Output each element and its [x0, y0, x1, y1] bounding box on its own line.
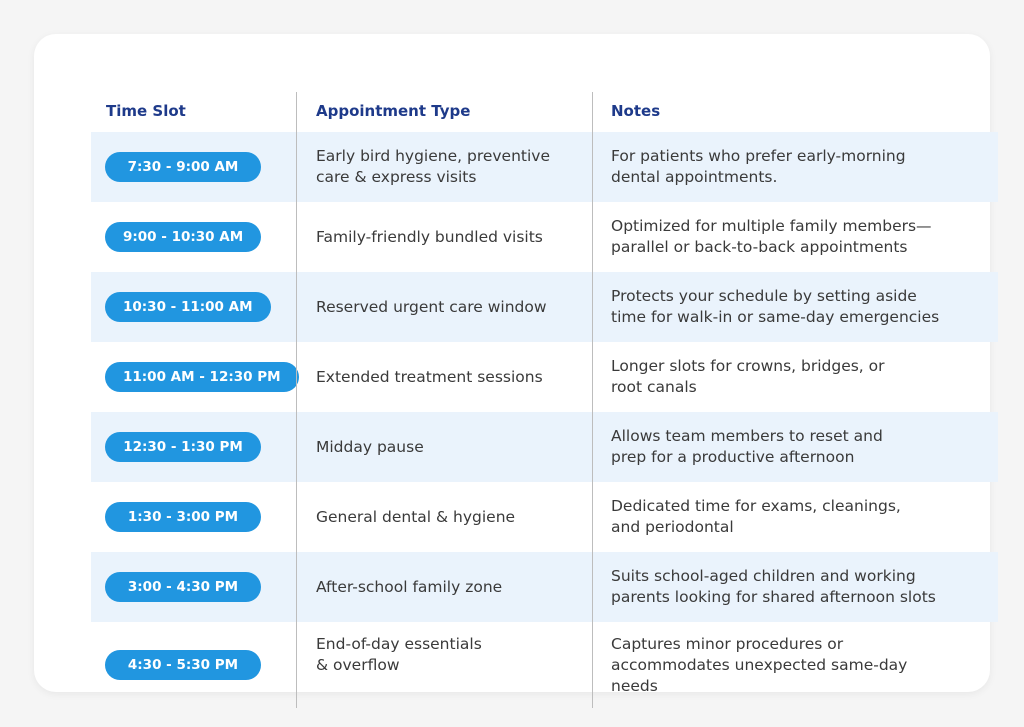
notes-cell: Protects your schedule by setting aside … — [611, 287, 940, 326]
appointment-type-cell: After-school family zone — [316, 577, 503, 596]
appointment-type-cell: General dental & hygiene — [316, 507, 516, 526]
schedule-card: Time Slot Appointment Type Notes 7:30 - … — [34, 34, 998, 708]
notes-cell: Optimized for multiple family members— p… — [611, 217, 932, 256]
column-divider — [592, 92, 593, 708]
header-time-slot: Time Slot — [106, 101, 186, 120]
time-slot-badge: 1:30 - 3:00 PM — [105, 502, 261, 532]
table-row: 3:00 - 4:30 PM After-school family zone … — [91, 552, 998, 622]
table-row: 12:30 - 1:30 PM Midday pause Allows team… — [91, 412, 998, 482]
time-slot-badge: 10:30 - 11:00 AM — [105, 292, 271, 322]
table-header: Time Slot Appointment Type Notes — [91, 88, 998, 132]
appointment-type-cell: Reserved urgent care window — [316, 297, 547, 316]
notes-cell: Captures minor procedures or accommodate… — [611, 634, 908, 695]
schedule-table: Time Slot Appointment Type Notes 7:30 - … — [91, 88, 998, 708]
time-slot-badge: 4:30 - 5:30 PM — [105, 650, 261, 680]
appointment-type-cell: End-of-day essentials & overflow — [316, 635, 482, 674]
time-slot-badge: 3:00 - 4:30 PM — [105, 572, 261, 602]
time-slot-badge: 9:00 - 10:30 AM — [105, 222, 262, 252]
appointment-type-cell: Extended treatment sessions — [316, 367, 543, 386]
table-row: 7:30 - 9:00 AM Early bird hygiene, preve… — [91, 132, 998, 202]
notes-cell: Longer slots for crowns, bridges, or roo… — [611, 357, 885, 396]
appointment-type-cell: Midday pause — [316, 437, 424, 456]
notes-cell: Dedicated time for exams, cleanings, and… — [611, 497, 901, 536]
notes-cell: Allows team members to reset and prep fo… — [611, 427, 883, 466]
appointment-type-cell: Early bird hygiene, preventive care & ex… — [316, 147, 551, 186]
header-notes: Notes — [611, 101, 661, 120]
time-slot-badge: 11:00 AM - 12:30 PM — [105, 362, 299, 392]
table-row: 1:30 - 3:00 PM General dental & hygiene … — [91, 482, 998, 552]
table-row: 4:30 - 5:30 PM End-of-day essentials & o… — [91, 622, 998, 708]
table-row: 11:00 AM - 12:30 PM Extended treatment s… — [91, 342, 998, 412]
table-row: 10:30 - 11:00 AM Reserved urgent care wi… — [91, 272, 998, 342]
notes-cell: Suits school-aged children and working p… — [611, 567, 936, 606]
appointment-type-cell: Family-friendly bundled visits — [316, 227, 543, 246]
column-divider — [296, 92, 297, 708]
header-appointment-type: Appointment Type — [316, 101, 471, 120]
notes-cell: For patients who prefer early-morning de… — [611, 147, 906, 186]
time-slot-badge: 12:30 - 1:30 PM — [105, 432, 261, 462]
table-row: 9:00 - 10:30 AM Family-friendly bundled … — [91, 202, 998, 272]
time-slot-badge: 7:30 - 9:00 AM — [105, 152, 261, 182]
table-body: 7:30 - 9:00 AM Early bird hygiene, preve… — [91, 132, 998, 708]
